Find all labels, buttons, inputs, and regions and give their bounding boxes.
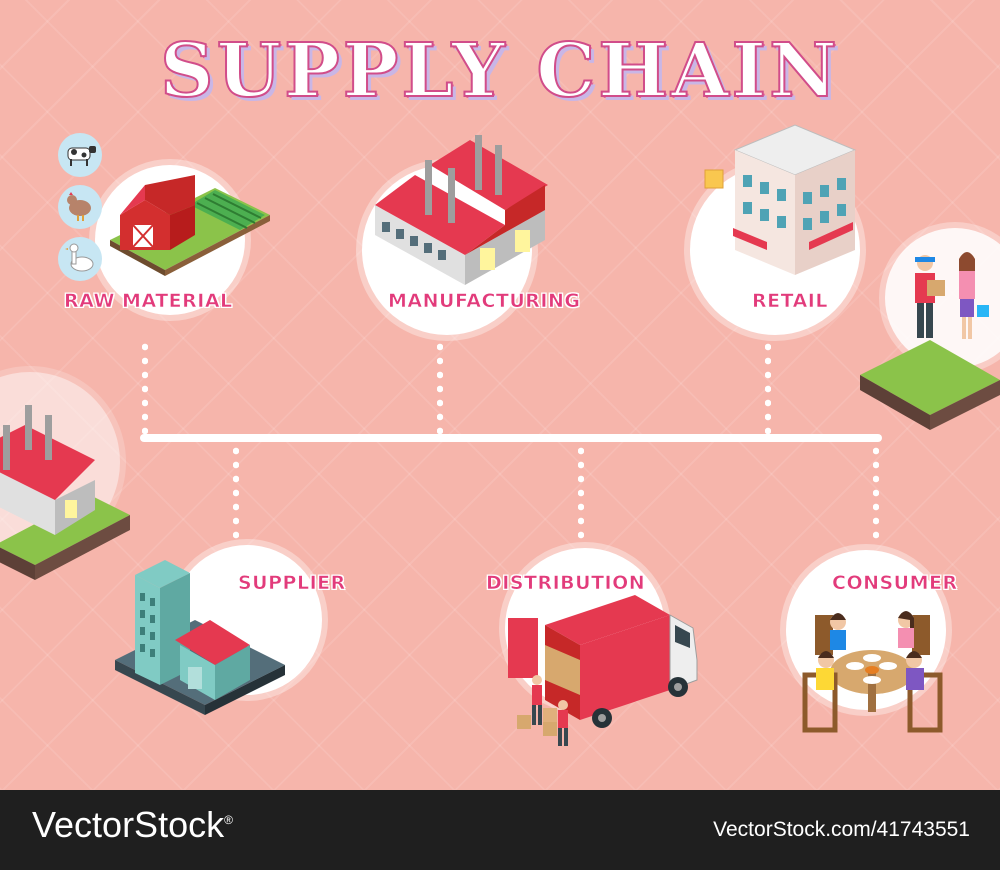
delivery-truck-icon — [508, 595, 698, 746]
retail-label: RETAIL — [752, 290, 828, 313]
raw-material-label: RAW MATERIAL — [64, 290, 233, 313]
factory-icon — [375, 135, 548, 285]
manufacturing-label: MANUFACTURING — [388, 290, 581, 313]
delivery-people-icon — [860, 252, 1000, 430]
diagram-title: SUPPLY CHAIN — [159, 27, 840, 115]
connector-consumer — [873, 444, 879, 544]
connector-retail — [765, 340, 771, 435]
cow-icon — [67, 146, 96, 166]
diagram-canvas: SUPPLY CHAIN — [0, 0, 1000, 790]
chicken-icon — [67, 192, 91, 221]
brand-logo: VectorStock® — [32, 804, 233, 846]
connector-distribution — [578, 444, 584, 544]
footer-bar: VectorStock® VectorStock.com/41743551 — [0, 790, 1000, 870]
barn-farm-icon — [110, 175, 270, 276]
left-factory-icon — [0, 405, 130, 580]
connector-supplier — [233, 444, 239, 544]
brand-registered-mark: ® — [224, 813, 233, 827]
connector-manufacturing — [437, 340, 443, 435]
brand-name: VectorStock — [32, 804, 225, 845]
consumer-left-circle — [885, 228, 1000, 368]
supplier-building-icon — [115, 560, 285, 715]
main-connector-line — [140, 434, 882, 442]
consumer-label: CONSUMER — [832, 572, 958, 595]
retail-store-icon — [704, 124, 857, 275]
supplier-label: SUPPLIER — [238, 572, 346, 595]
family-dinner-icon — [802, 611, 943, 733]
distribution-label: DISTRIBUTION — [486, 572, 646, 595]
goose-icon — [65, 243, 94, 272]
connector-raw-material — [142, 340, 148, 435]
stock-id: VectorStock.com/41743551 — [713, 818, 970, 841]
